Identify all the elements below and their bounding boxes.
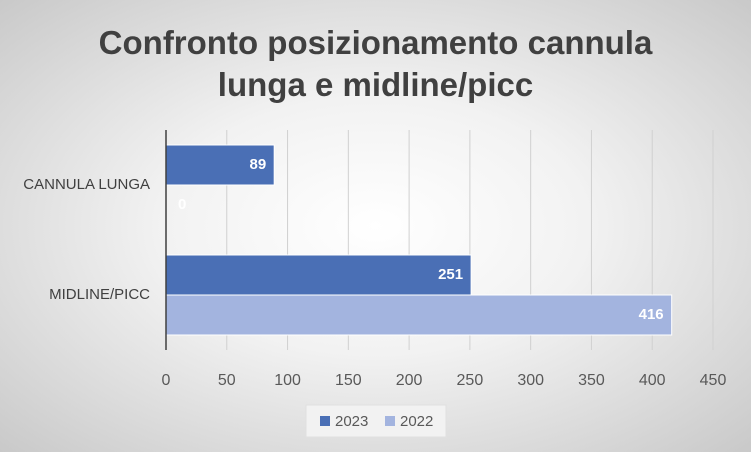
x-tick-label: 100 bbox=[274, 372, 301, 389]
y-tick-label: CANNULA LUNGA bbox=[23, 176, 150, 193]
x-tick-label: 150 bbox=[335, 372, 362, 389]
legend-swatch bbox=[385, 416, 395, 426]
data-label: 251 bbox=[438, 266, 463, 283]
data-label: 89 bbox=[249, 156, 266, 173]
legend-label: 2022 bbox=[400, 413, 433, 430]
legend-swatch bbox=[320, 416, 330, 426]
x-tick-label: 350 bbox=[578, 372, 605, 389]
legend: 2023 2022 bbox=[305, 404, 447, 438]
x-tick-label: 300 bbox=[517, 372, 544, 389]
x-tick-label: 200 bbox=[396, 372, 423, 389]
y-tick-label: MIDLINE/PICC bbox=[49, 286, 150, 303]
bar bbox=[165, 254, 472, 296]
x-tick-label: 400 bbox=[639, 372, 666, 389]
chart-title: Confronto posizionamento cannula lunga e… bbox=[98, 24, 653, 103]
x-tick-label: 0 bbox=[162, 372, 171, 389]
x-tick-label: 250 bbox=[457, 372, 484, 389]
data-label: 416 bbox=[639, 306, 664, 323]
x-tick-label: 50 bbox=[218, 372, 236, 389]
legend-label: 2023 bbox=[335, 413, 368, 430]
data-label: 0 bbox=[178, 196, 186, 213]
bar bbox=[165, 294, 673, 336]
x-tick-label: 450 bbox=[700, 372, 727, 389]
